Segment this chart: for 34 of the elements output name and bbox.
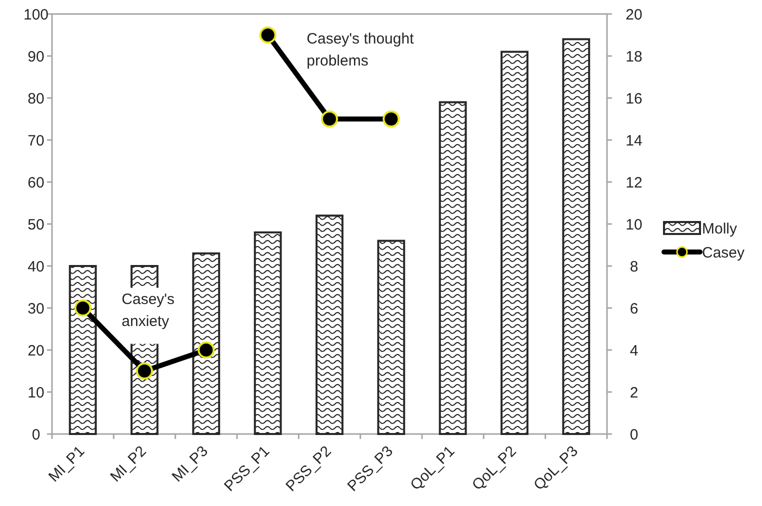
bar: [192, 252, 220, 435]
y-tick-label: 40: [28, 258, 44, 276]
bar: [316, 214, 344, 435]
y2-tick-label: 12: [626, 174, 642, 192]
y2-tick-label: 10: [626, 216, 642, 234]
y2-tick-label: 16: [626, 90, 642, 108]
y-tick-label: 30: [28, 300, 44, 318]
annotation: Casey's anxiety: [122, 290, 175, 330]
bar: [377, 240, 406, 435]
y-tick-label: 60: [28, 174, 44, 192]
bar: [500, 50, 528, 435]
y2-tick-label: 18: [626, 48, 642, 66]
y2-tick-label: 0: [630, 426, 638, 444]
y2-tick-label: 14: [626, 132, 642, 150]
annotation: Casey's thought problems: [306, 30, 415, 70]
y-tick-label: 0: [32, 426, 40, 444]
y-tick-label: 80: [28, 90, 44, 108]
y-tick-label: 100: [23, 6, 49, 24]
y-tick-label: 10: [28, 384, 44, 402]
y2-tick-label: 2: [630, 384, 638, 402]
y2-tick-label: 4: [630, 342, 638, 360]
bar: [254, 231, 282, 435]
bar: [562, 38, 590, 435]
y-tick-label: 70: [28, 132, 44, 150]
bar: [68, 265, 97, 435]
y2-tick-label: 20: [626, 6, 642, 24]
y-tick-label: 50: [28, 216, 44, 234]
y2-tick-label: 8: [630, 258, 638, 276]
y-tick-label: 90: [28, 48, 44, 66]
legend-label: Casey: [702, 244, 746, 262]
y2-tick-label: 6: [630, 300, 638, 318]
y-tick-label: 20: [28, 342, 44, 360]
bar: [438, 101, 467, 435]
legend-label: Molly: [702, 220, 738, 238]
